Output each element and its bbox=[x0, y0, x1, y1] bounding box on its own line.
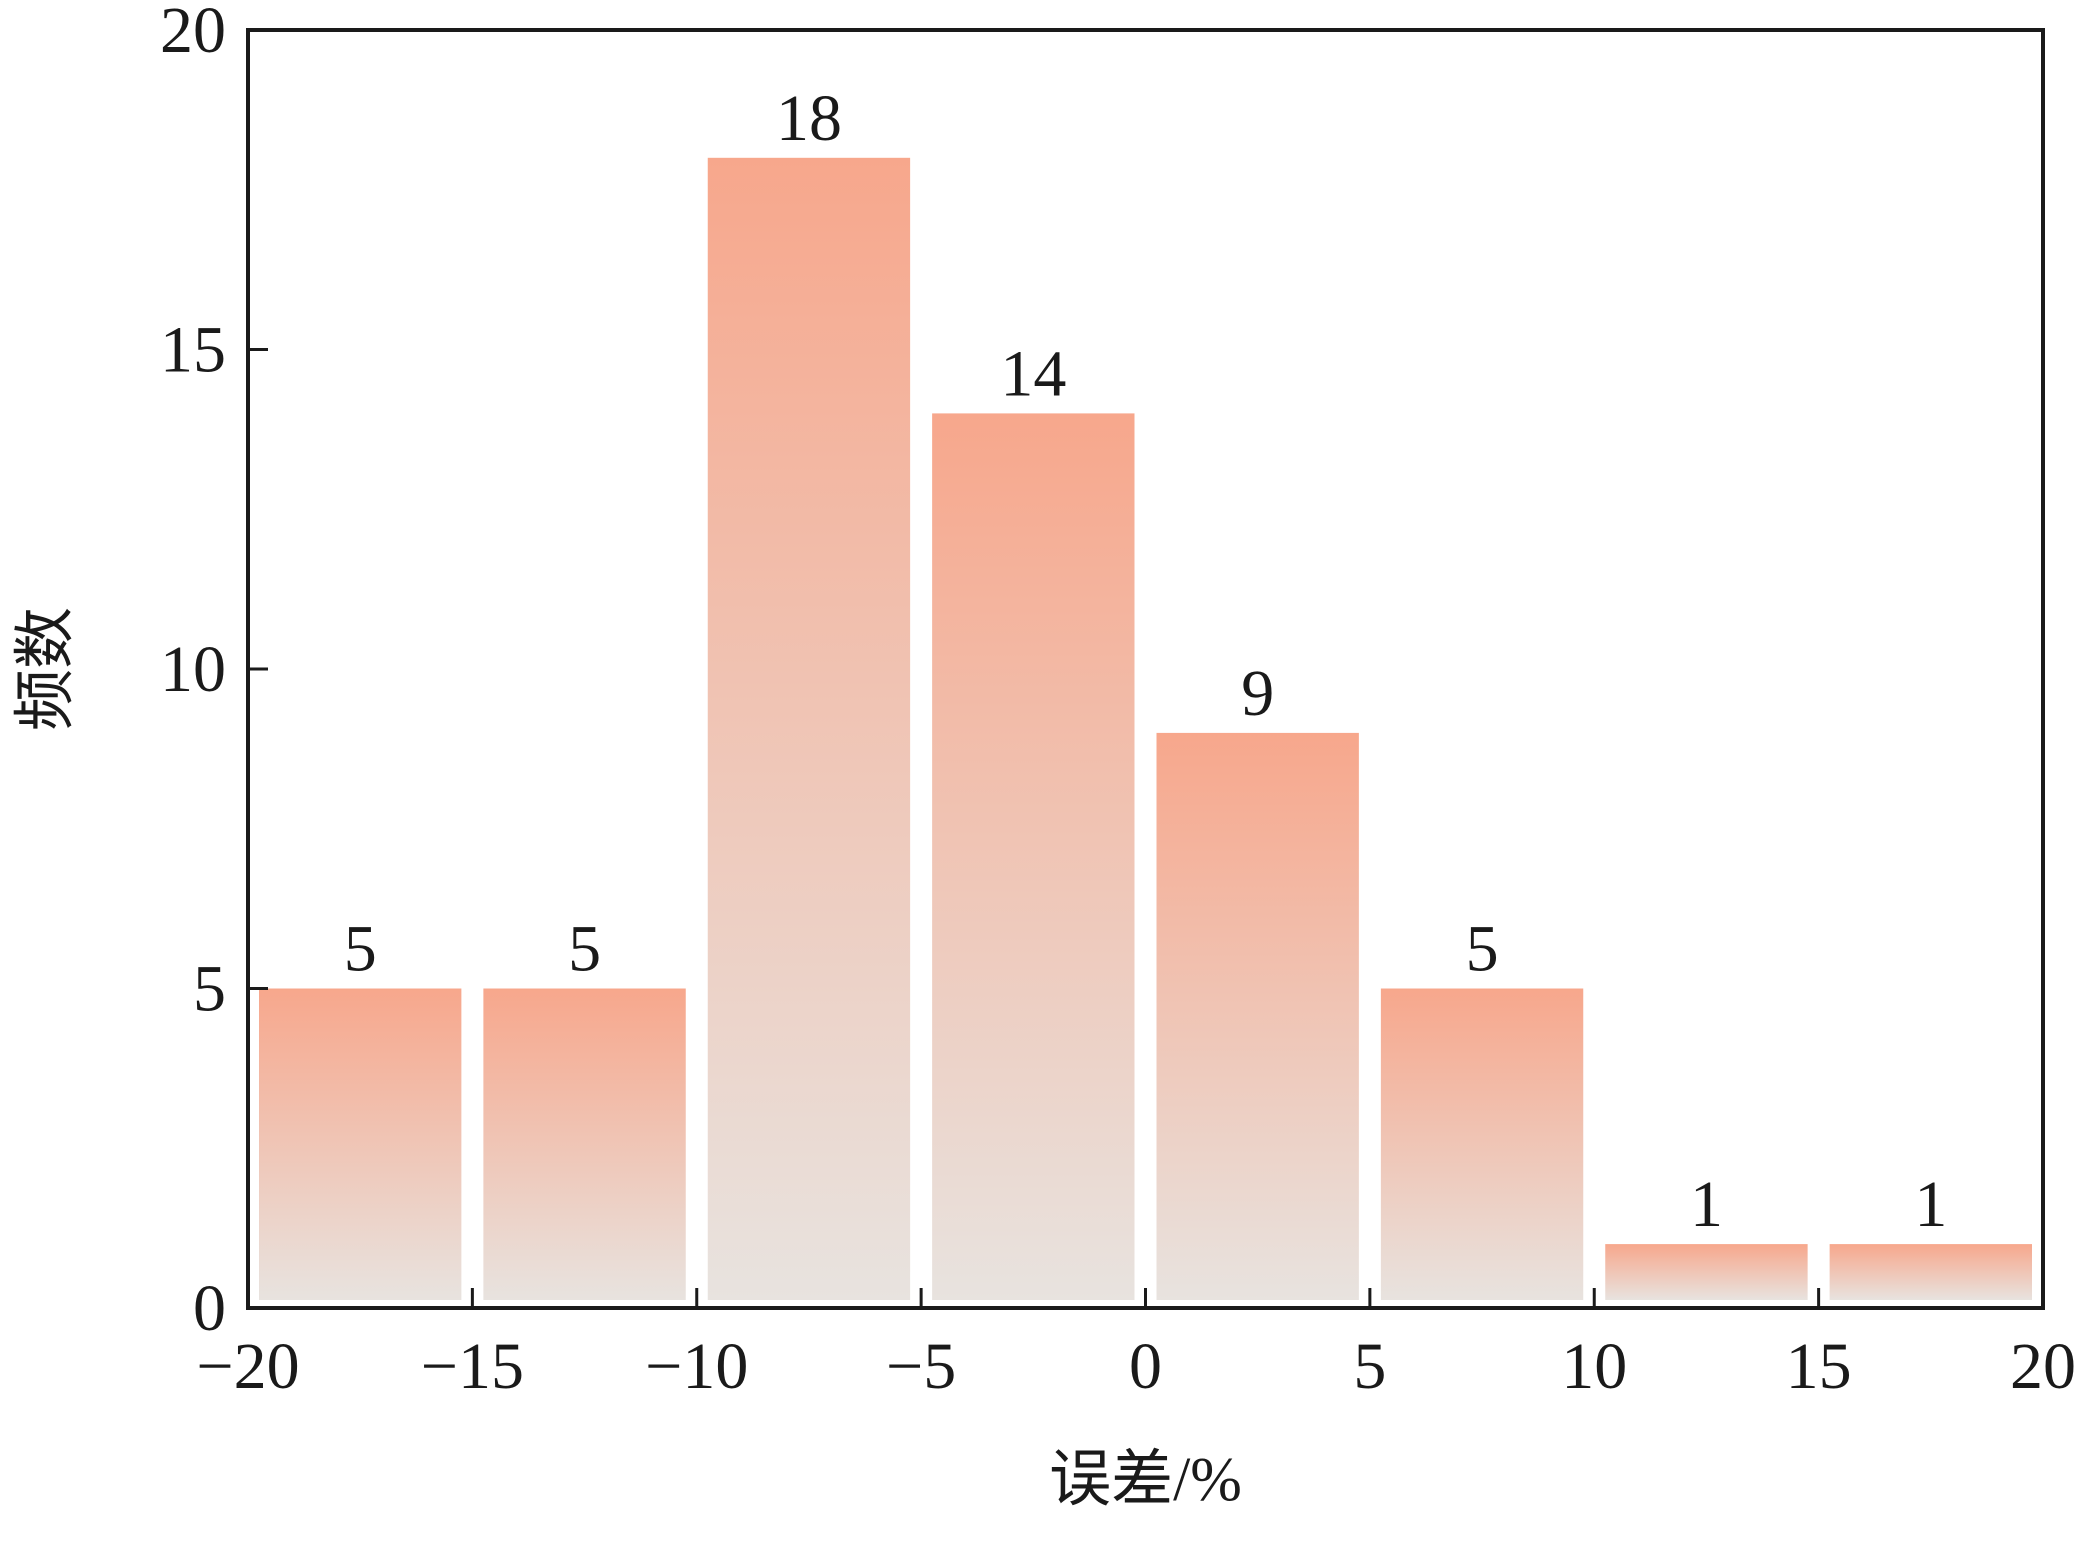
x-axis-title: 误差/% bbox=[1049, 1446, 1242, 1514]
bar-6 bbox=[1605, 1244, 1808, 1300]
x-tick-label-5: 5 bbox=[1353, 1330, 1386, 1403]
bar-value-label-4: 9 bbox=[1241, 657, 1274, 730]
labels-layer: 5 5 18 14 9 5 1 1 bbox=[344, 82, 1948, 1241]
bar-value-label-6: 1 bbox=[1690, 1168, 1723, 1241]
bar-value-label-7: 1 bbox=[1914, 1168, 1947, 1241]
x-tick-label-4: 0 bbox=[1129, 1330, 1162, 1403]
x-tick-label-8: 20 bbox=[2010, 1330, 2076, 1403]
x-tick-label-0: −20 bbox=[196, 1330, 299, 1403]
bar-value-label-1: 5 bbox=[568, 913, 601, 986]
y-tick-label-0: 0 bbox=[193, 1272, 226, 1345]
y-tick-label-1: 5 bbox=[193, 953, 226, 1026]
y-tick-label-3: 15 bbox=[160, 314, 226, 387]
bar-7 bbox=[1829, 1244, 2032, 1300]
bar-value-label-3: 14 bbox=[1000, 337, 1066, 410]
bar-1 bbox=[483, 988, 686, 1300]
bar-5 bbox=[1380, 988, 1584, 1300]
bars-layer bbox=[259, 157, 2032, 1300]
x-tick-label-3: −5 bbox=[886, 1330, 956, 1403]
bar-2 bbox=[707, 157, 911, 1300]
x-tick-label-2: −10 bbox=[645, 1330, 748, 1403]
y-tick-label-4: 20 bbox=[160, 0, 226, 67]
bar-value-label-5: 5 bbox=[1466, 913, 1499, 986]
bar-value-label-0: 5 bbox=[344, 913, 377, 986]
bar-3 bbox=[932, 413, 1135, 1300]
x-tick-label-7: 15 bbox=[1786, 1330, 1852, 1403]
y-axis-title: 频数 bbox=[12, 607, 80, 731]
y-tick-label-2: 10 bbox=[160, 633, 226, 706]
bar-value-label-2: 18 bbox=[776, 82, 842, 155]
x-tick-label-1: −15 bbox=[421, 1330, 524, 1403]
bar-4 bbox=[1156, 732, 1359, 1300]
x-tick-label-6: 10 bbox=[1561, 1330, 1627, 1403]
bar-0 bbox=[259, 988, 462, 1300]
